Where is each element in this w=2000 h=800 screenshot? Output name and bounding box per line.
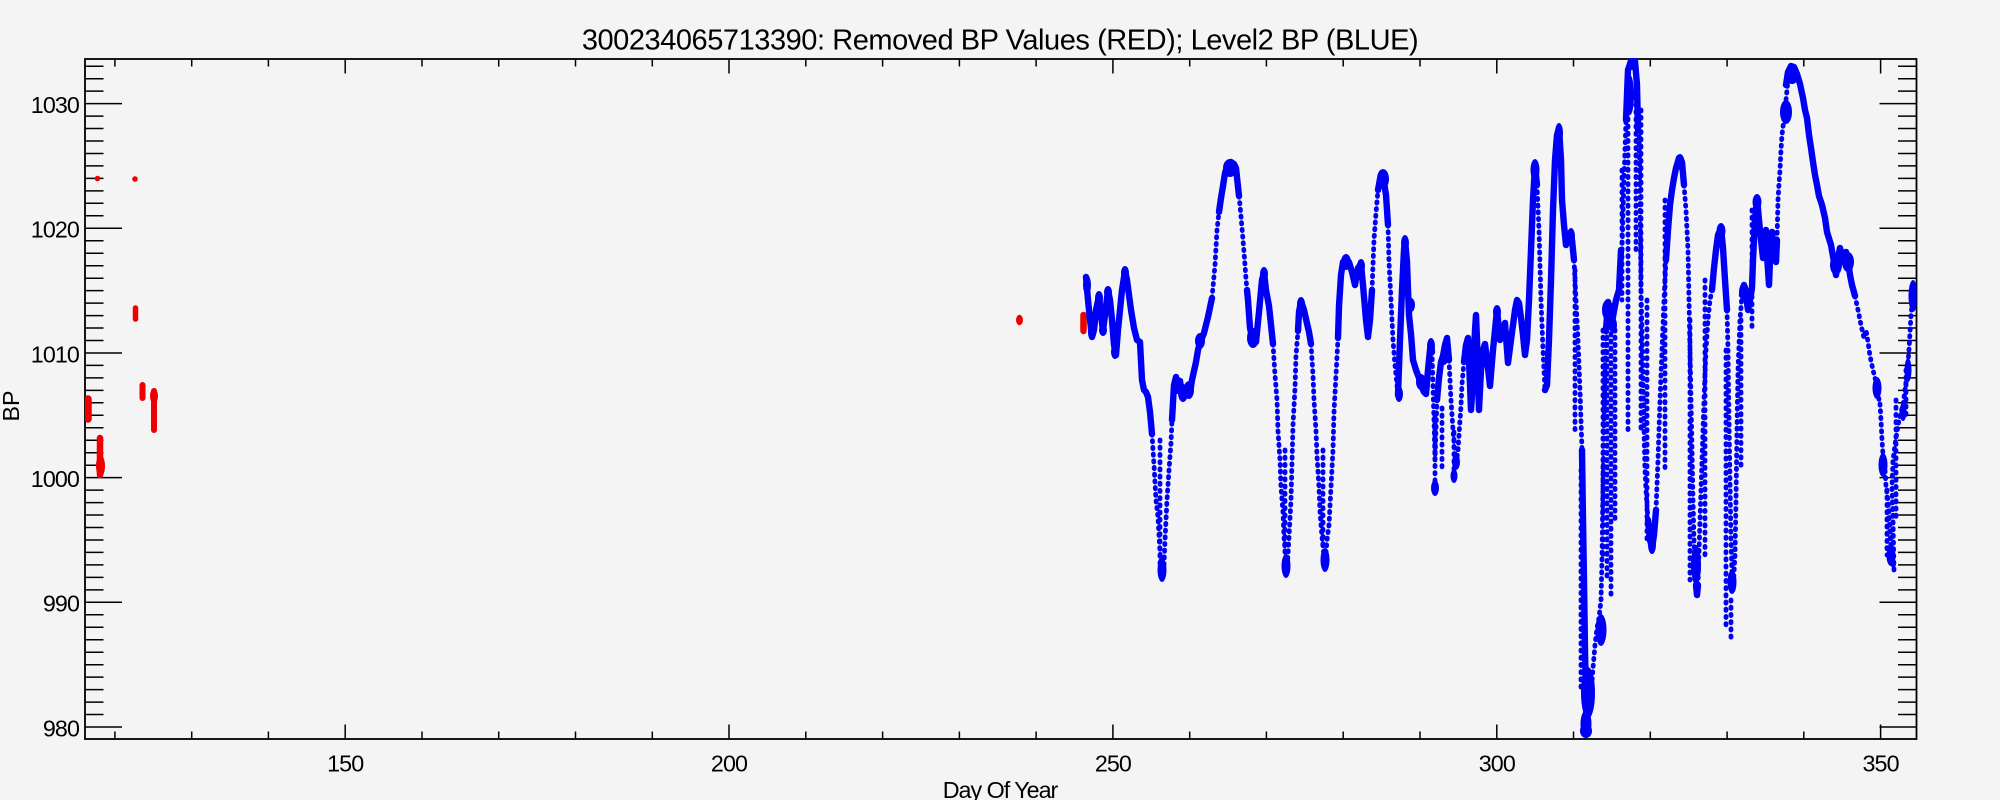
svg-text:1020: 1020 [31, 217, 80, 243]
svg-text:350: 350 [1863, 751, 1900, 777]
svg-text:150: 150 [327, 751, 364, 777]
svg-text:300: 300 [1479, 751, 1516, 777]
svg-text:250: 250 [1095, 751, 1132, 777]
svg-text:1030: 1030 [31, 92, 80, 118]
svg-text:Day Of Year: Day Of Year [943, 777, 1059, 800]
svg-text:990: 990 [43, 591, 80, 617]
svg-text:BP: BP [0, 390, 24, 421]
svg-text:1010: 1010 [31, 341, 80, 367]
svg-text:300234065713390: Removed BP Va: 300234065713390: Removed BP Values (RED)… [582, 25, 1418, 57]
svg-text:200: 200 [711, 751, 748, 777]
svg-text:1000: 1000 [31, 466, 80, 492]
svg-text:980: 980 [43, 715, 80, 741]
